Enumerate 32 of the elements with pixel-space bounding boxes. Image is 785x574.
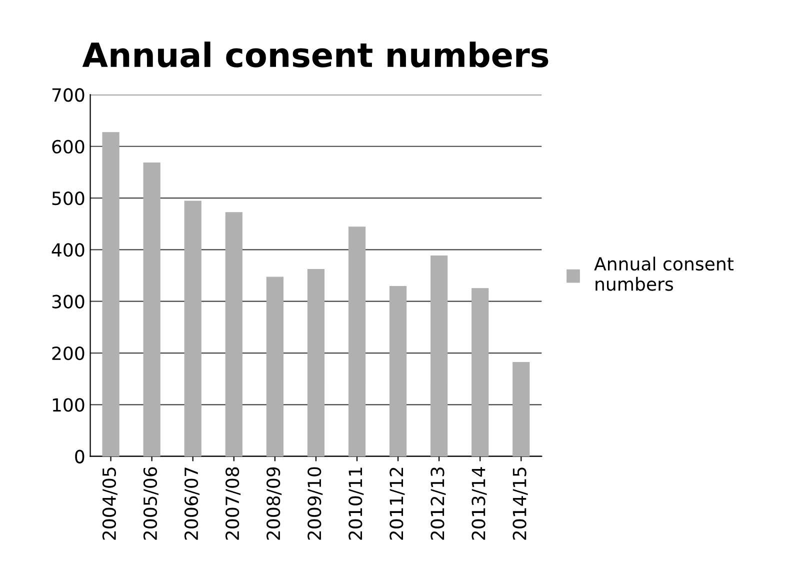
x-tick-label: 2012/13 — [430, 468, 446, 540]
x-tick-label: 2008/09 — [266, 467, 282, 540]
y-tick-label: 200 — [52, 346, 84, 360]
bar — [184, 200, 202, 456]
y-tick-label: 700 — [52, 88, 84, 102]
chart-title: Annual consent numbers — [82, 42, 548, 68]
y-tick-label: 500 — [52, 191, 84, 206]
bar — [102, 132, 120, 456]
y-tick-label: 300 — [52, 294, 84, 308]
x-tick-label: 2007/08 — [225, 467, 241, 540]
legend-label: Annual consent numbers — [594, 256, 734, 291]
x-tick-label: 2011/12 — [390, 468, 405, 540]
y-tick-label: 100 — [52, 398, 84, 412]
x-tick-label: 2010/11 — [348, 468, 364, 540]
x-tick-label: 2005/06 — [143, 467, 158, 540]
x-tick-label: 2013/14 — [472, 467, 487, 540]
bar — [225, 212, 242, 456]
bar — [472, 288, 489, 456]
bar — [348, 226, 366, 456]
bar — [512, 362, 530, 456]
x-tick-label: 2004/05 — [102, 468, 118, 540]
bar — [389, 286, 407, 456]
x-tick-label: 2014/15 — [512, 468, 528, 540]
y-tick-label: 0 — [75, 450, 84, 464]
y-tick-label: 600 — [52, 140, 84, 154]
bar — [143, 162, 160, 456]
bar — [266, 276, 284, 456]
y-tick-label: 400 — [52, 243, 84, 257]
x-tick-label: 2006/07 — [184, 468, 200, 540]
x-tick-label: 2009/10 — [308, 467, 323, 540]
bar — [307, 268, 325, 456]
bar — [430, 256, 448, 456]
